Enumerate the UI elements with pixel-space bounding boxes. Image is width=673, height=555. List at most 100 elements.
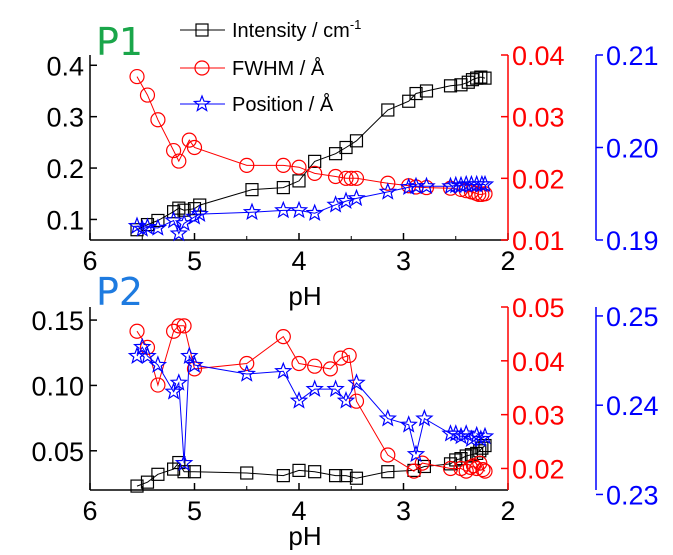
data-point-star	[190, 204, 209, 222]
data-point-square	[276, 469, 290, 483]
data-point-circle	[475, 461, 491, 478]
data-point-star	[133, 219, 152, 237]
data-point-star	[148, 355, 168, 373]
right2-y-tick-label: 0.20	[606, 134, 659, 164]
data-point-circle	[171, 153, 187, 169]
data-point-square	[177, 465, 191, 479]
data-point-circle	[333, 350, 349, 366]
x-tick-label: 4	[291, 496, 306, 526]
data-point-square	[240, 466, 254, 480]
data-point-square	[473, 444, 487, 458]
data-point-star	[378, 182, 397, 200]
data-point-circle	[406, 463, 422, 479]
x-tick-label: 6	[82, 246, 97, 276]
left-y-tick-label: 0.4	[46, 51, 84, 81]
series-line-circle	[136, 325, 486, 472]
legend-marker-star	[192, 94, 212, 112]
data-point-star	[242, 202, 262, 221]
legend-label: Position / Å	[232, 93, 334, 116]
data-point-star	[326, 195, 345, 213]
data-point-circle	[166, 323, 182, 339]
data-point-circle	[327, 168, 344, 185]
data-point-circle	[239, 157, 255, 173]
data-point-circle	[150, 377, 166, 393]
right2-y-tick-label: 0.21	[606, 41, 659, 71]
data-point-circle	[176, 318, 192, 334]
right2-y-tick-label: 0.24	[606, 391, 659, 421]
x-tick-label: 3	[396, 246, 411, 276]
data-point-square	[443, 79, 458, 93]
data-point-circle	[239, 355, 255, 372]
data-point-circle	[343, 170, 359, 186]
data-point-star	[174, 453, 194, 472]
data-point-circle	[150, 112, 166, 128]
data-point-square	[470, 71, 484, 85]
data-point-star	[378, 408, 397, 427]
data-point-square	[151, 467, 165, 481]
data-point-square	[276, 180, 290, 195]
data-point-square	[130, 479, 144, 493]
x-tick-label: 4	[291, 246, 306, 276]
data-point-circle	[442, 460, 459, 477]
x-tick-label: 6	[82, 496, 97, 526]
data-point-star	[180, 346, 199, 364]
data-point-square	[474, 70, 488, 84]
left-y-tick-label: 0.15	[31, 306, 84, 336]
data-point-star	[475, 174, 495, 193]
data-point-circle	[186, 361, 203, 377]
data-point-square	[409, 86, 423, 101]
data-point-square	[292, 463, 306, 477]
data-point-circle	[477, 463, 493, 479]
data-point-square	[245, 183, 259, 197]
legend-superscript: -1	[350, 17, 362, 32]
data-point-square	[172, 455, 186, 470]
data-point-square	[381, 103, 395, 117]
data-point-star	[132, 337, 152, 355]
data-point-circle	[307, 358, 323, 374]
data-point-circle	[186, 139, 203, 156]
data-point-circle	[307, 165, 323, 181]
data-point-star	[174, 213, 194, 232]
data-point-star	[475, 426, 495, 445]
data-point-square	[328, 469, 343, 483]
data-point-square	[339, 140, 353, 155]
data-point-circle	[166, 142, 182, 159]
right1-y-tick-label: 0.03	[512, 401, 565, 431]
data-point-circle	[275, 329, 291, 345]
data-point-star	[185, 355, 204, 373]
data-point-star	[336, 391, 356, 409]
data-point-circle	[129, 323, 145, 339]
legend-label: FWHM / Å	[232, 57, 325, 80]
data-point-star	[326, 379, 345, 397]
data-point-star	[169, 373, 188, 391]
data-point-square	[308, 154, 322, 168]
data-point-square	[349, 134, 364, 148]
data-point-circle	[139, 87, 156, 103]
data-point-circle	[275, 157, 291, 173]
right1-y-tick-label: 0.01	[512, 226, 565, 256]
panel-label: P1	[96, 20, 143, 64]
left-y-tick-label: 0.10	[31, 371, 84, 401]
series-line-star	[136, 184, 485, 235]
x-tick-label: 3	[396, 496, 411, 526]
data-point-square	[402, 94, 416, 108]
data-point-star	[289, 391, 309, 409]
data-point-circle	[322, 361, 338, 377]
data-point-star	[415, 408, 434, 427]
right1-y-tick-label: 0.03	[512, 103, 565, 133]
data-point-square	[339, 469, 353, 483]
data-point-circle	[171, 318, 187, 334]
x-axis-title: pH	[288, 521, 321, 550]
data-point-circle	[380, 175, 396, 191]
data-point-square	[478, 71, 492, 85]
data-point-star	[399, 415, 418, 433]
data-point-square	[292, 174, 306, 188]
right1-y-tick-label: 0.05	[512, 293, 565, 323]
series-line-circle	[136, 76, 486, 195]
x-tick-label: 5	[187, 496, 202, 526]
right1-y-tick-label: 0.04	[512, 41, 565, 71]
data-point-square	[419, 84, 434, 98]
data-point-star	[417, 176, 436, 195]
